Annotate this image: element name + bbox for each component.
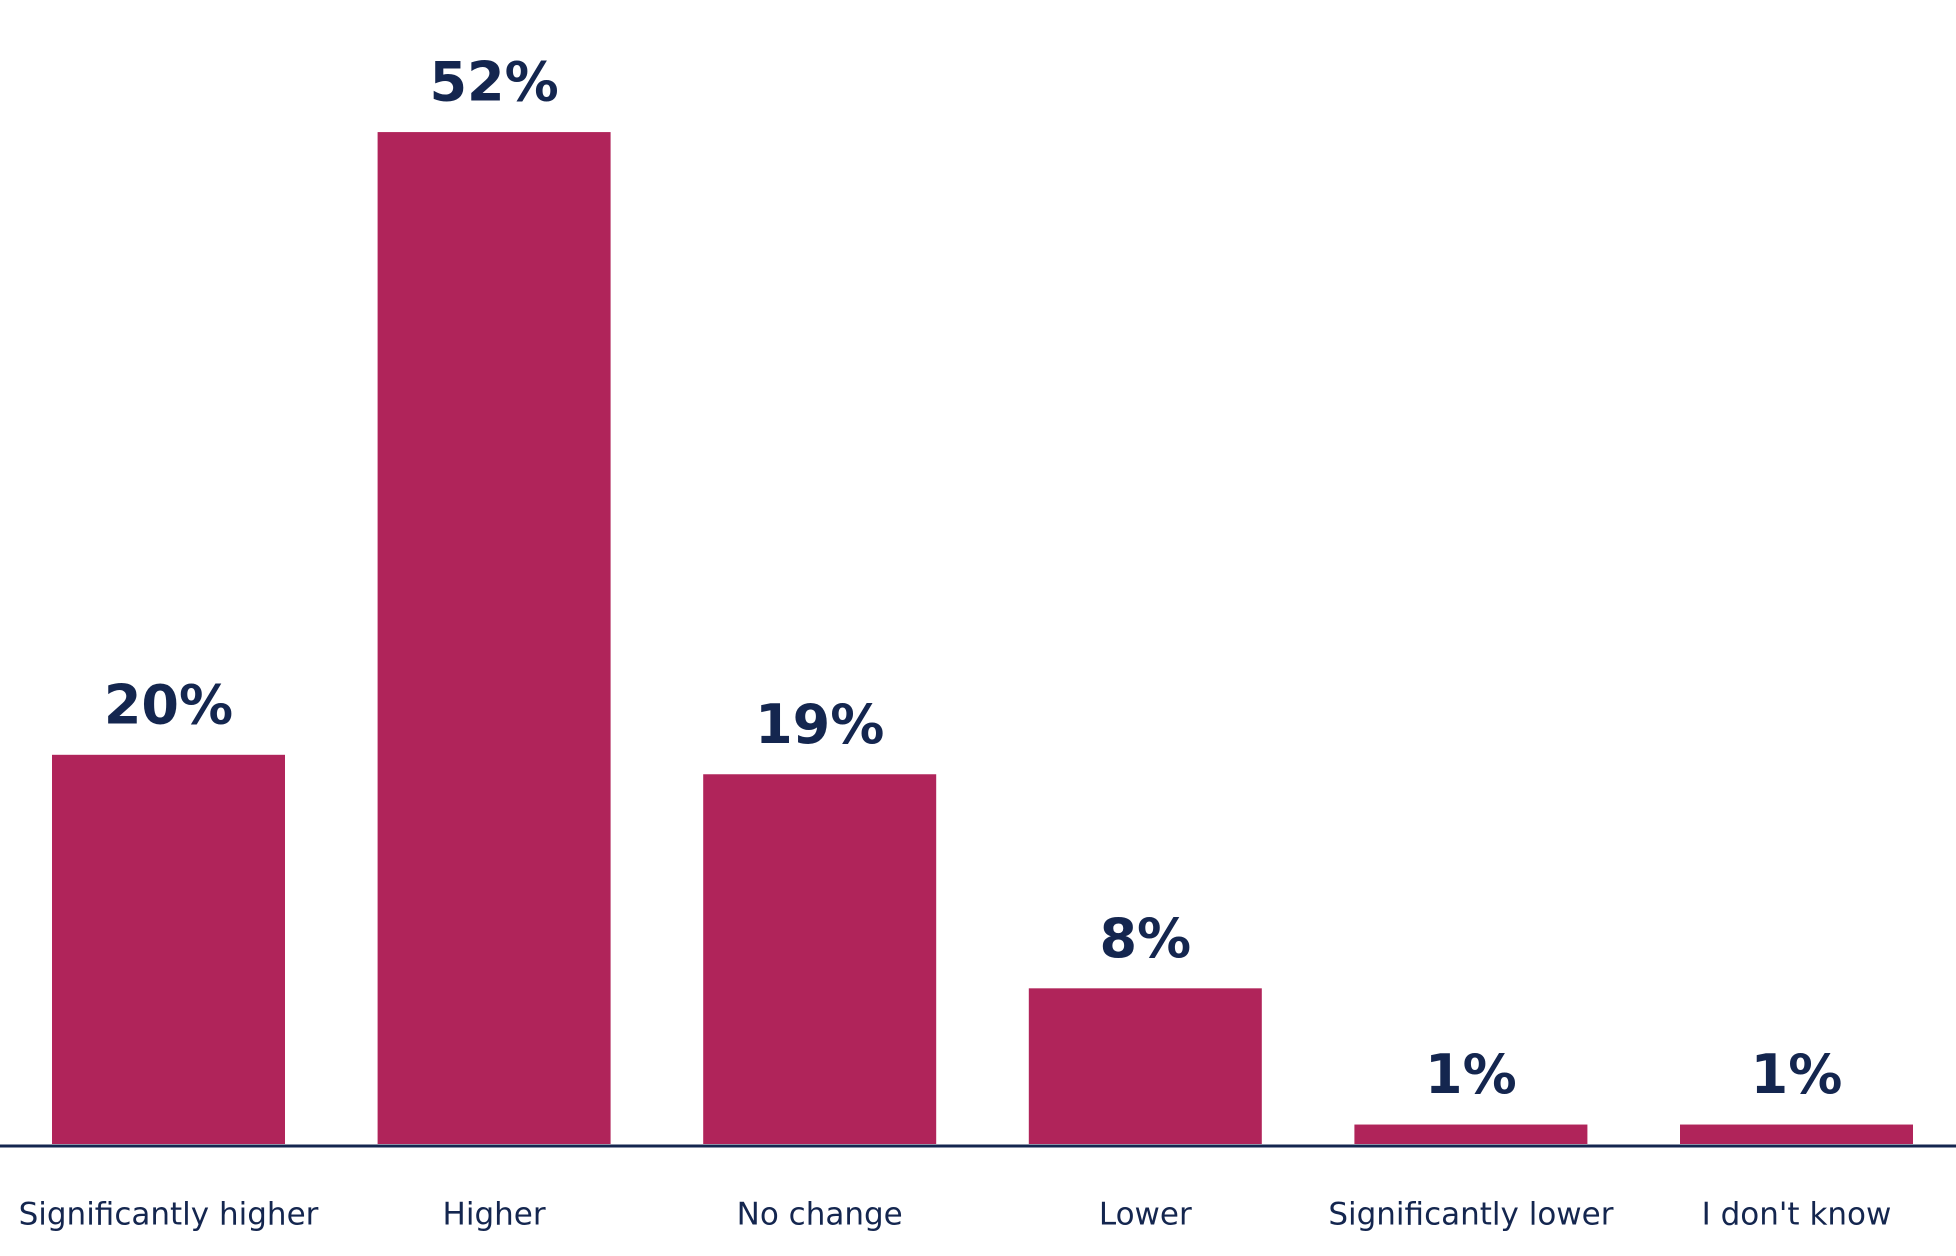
bar — [1680, 1124, 1913, 1144]
value-label: 52% — [429, 51, 558, 114]
bar — [703, 774, 937, 1144]
x-tick-label: No change — [737, 1197, 903, 1233]
bar — [52, 754, 285, 1144]
value-label: 8% — [1099, 907, 1191, 970]
x-tick-label: Lower — [1099, 1197, 1192, 1233]
x-tick-label: I don't know — [1702, 1197, 1892, 1233]
value-label: 20% — [104, 673, 233, 736]
x-tick-label: Higher — [443, 1197, 546, 1233]
bar — [377, 132, 611, 1144]
value-label: 1% — [1425, 1043, 1517, 1106]
bar — [1028, 988, 1262, 1144]
value-label: 1% — [1751, 1043, 1843, 1106]
x-tick-label: Significantly lower — [1328, 1197, 1613, 1233]
x-tick-label: Significantly higher — [19, 1197, 319, 1233]
value-label: 19% — [755, 693, 884, 756]
bar — [1354, 1124, 1588, 1144]
